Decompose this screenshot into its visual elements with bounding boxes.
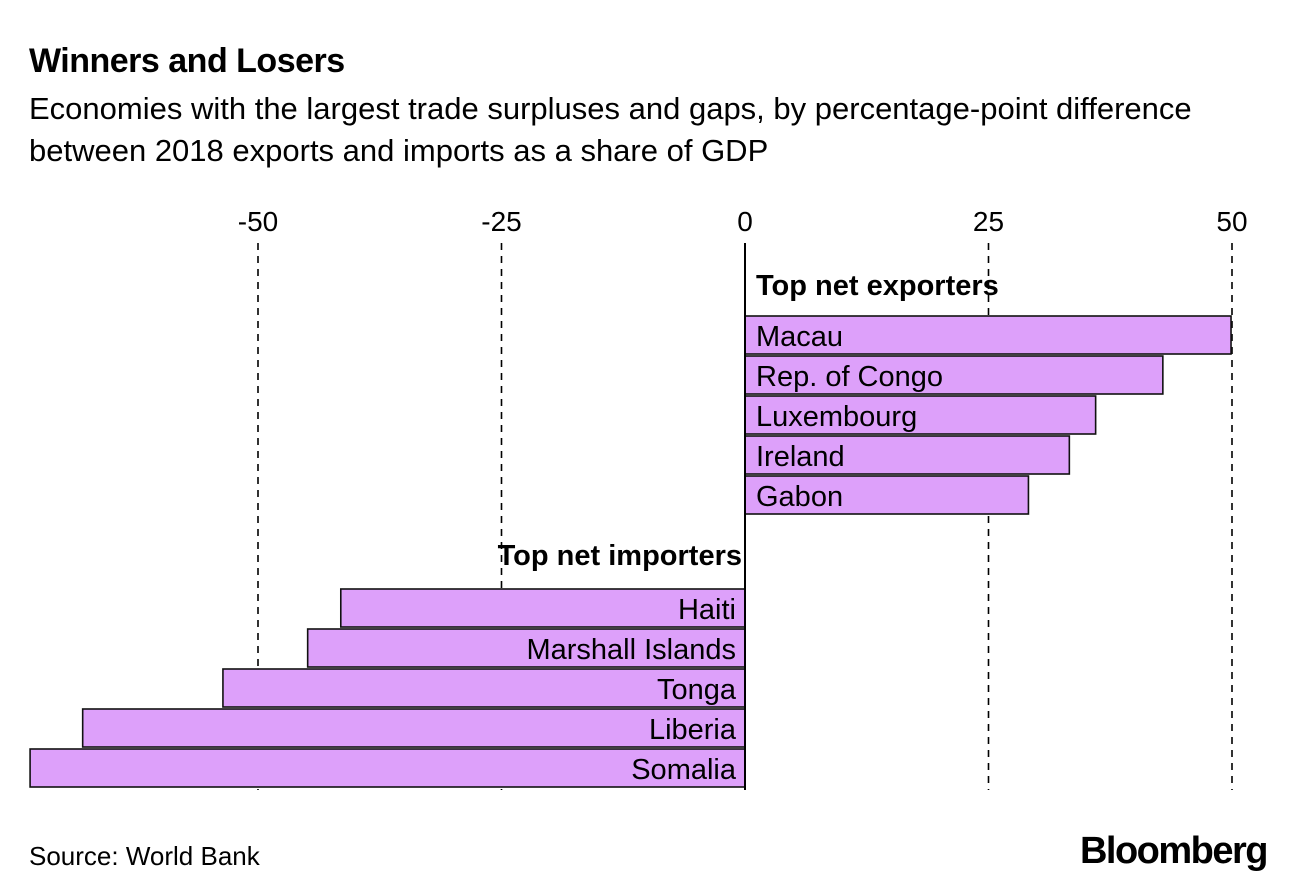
group-label: Top net importers bbox=[498, 540, 742, 572]
bar-label: Tonga bbox=[657, 674, 737, 706]
bar bbox=[29, 748, 746, 788]
chart-title: Winners and Losers bbox=[29, 42, 345, 80]
group-label: Top net exporters bbox=[756, 270, 999, 302]
bar bbox=[306, 628, 746, 668]
bar-label: Rep. of Congo bbox=[756, 361, 943, 393]
bar bbox=[744, 315, 1232, 355]
bar-label: Ireland bbox=[756, 441, 845, 473]
bar bbox=[81, 708, 746, 748]
bar bbox=[339, 588, 746, 628]
bloomberg-logo: Bloomberg bbox=[1079, 830, 1269, 872]
x-tick-label: 25 bbox=[973, 206, 1004, 237]
bar-label: Gabon bbox=[756, 481, 843, 513]
bar bbox=[744, 355, 1164, 395]
bar-label: Luxembourg bbox=[756, 401, 917, 433]
x-tick-label: -50 bbox=[238, 206, 278, 237]
x-tick-label: -25 bbox=[481, 206, 521, 237]
bar-label: Somalia bbox=[631, 754, 737, 786]
source-note: Source: World Bank bbox=[29, 841, 260, 871]
bar bbox=[744, 435, 1071, 475]
bar-label: Marshall Islands bbox=[526, 634, 736, 666]
bar-label: Haiti bbox=[678, 594, 736, 626]
x-tick-label: 0 bbox=[737, 206, 753, 237]
x-tick-label: 50 bbox=[1216, 206, 1247, 237]
chart-subtitle: Economies with the largest trade surplus… bbox=[29, 91, 1192, 168]
bar-label: Liberia bbox=[649, 714, 737, 746]
bar-label: Macau bbox=[756, 321, 843, 353]
